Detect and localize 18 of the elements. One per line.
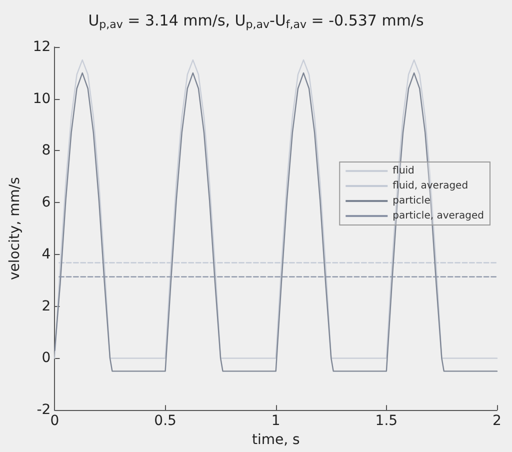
y-tick-label: 6 (42, 194, 51, 211)
x-tick-label: 1.5 (375, 413, 398, 430)
y-tick-label: 12 (32, 39, 51, 55)
y-tick-label: 8 (42, 142, 51, 159)
legend-label: fluid, averaged (392, 180, 468, 192)
x-tick-label: 1 (271, 413, 280, 430)
y-axis-title: velocity, mm/s (7, 177, 23, 280)
y-tick-label: -2 (36, 402, 51, 418)
legend-label: particle (392, 196, 430, 206)
y-tick-label: 4 (42, 246, 51, 262)
x-tick-label: 2 (492, 413, 502, 430)
x-tick-label: 0.5 (154, 413, 176, 430)
y-tick-label: 2 (42, 298, 51, 314)
legend-label: particle, averaged (392, 210, 484, 222)
y-tick-label: 10 (32, 90, 51, 107)
legend-label: fluid (392, 166, 414, 176)
x-axis-title: time, s (252, 432, 300, 448)
y-tick-label: 0 (42, 350, 51, 366)
